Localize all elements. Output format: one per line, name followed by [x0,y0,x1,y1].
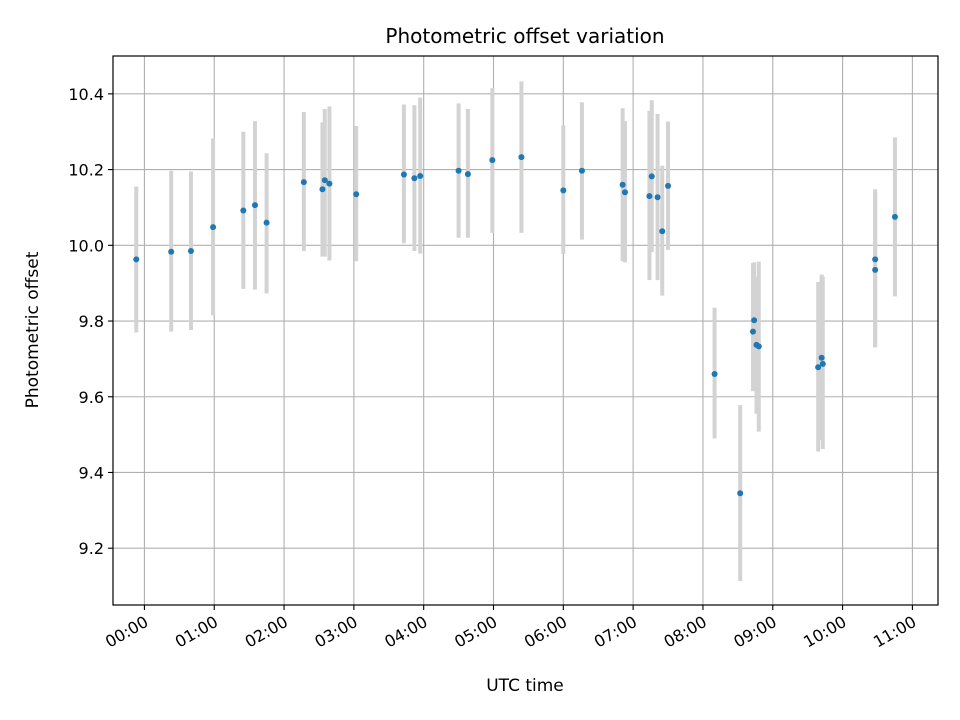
y-axis-ticks: 9.2 9.4 9.6 9.8 10.0 10.2 10.4 [68,85,113,558]
data-point [518,154,525,161]
data-point [300,179,307,186]
data-point [319,186,326,193]
data-point [489,157,496,164]
data-point [133,256,140,263]
data-point [646,193,653,200]
data-point [455,167,462,174]
chart-title: Photometric offset variation [385,24,664,48]
y-tick-label: 9.6 [79,388,104,407]
data-point [400,171,407,178]
data-point [621,189,628,196]
grid [113,56,938,605]
data-point [872,266,879,273]
y-tick-label: 9.8 [79,312,104,331]
data-point [819,360,826,367]
data-point [578,167,585,174]
data-point [818,354,825,361]
data-point [711,371,718,378]
data-point [648,173,655,180]
data-point [560,187,567,194]
data-point [411,175,418,182]
y-tick-label: 10.0 [68,236,104,255]
data-point [659,228,666,235]
data-point [187,247,194,254]
data-point [417,173,424,180]
y-tick-label: 10.4 [68,85,104,104]
data-point [737,490,744,497]
plot-frame [112,55,939,606]
y-tick-label: 9.2 [79,539,104,558]
y-tick-label: 10.2 [68,161,104,180]
x-axis-title: UTC time [486,676,564,696]
data-point [891,213,898,220]
data-point [263,219,270,226]
data-point [464,171,471,178]
data-point [815,364,822,371]
data-point [654,194,661,201]
data-points [133,154,898,497]
data-point [755,343,762,350]
data-point [240,207,247,214]
data-point [665,182,672,189]
y-tick-label: 9.4 [79,463,104,482]
y-axis-title: Photometric offset [23,251,43,408]
data-point [749,328,756,335]
data-point [168,248,175,255]
data-point [619,181,626,188]
data-point [353,191,360,198]
data-point [872,256,879,263]
data-point [321,177,328,184]
data-point [210,224,217,231]
data-point [251,202,258,209]
data-point [326,180,333,187]
data-point [751,317,758,324]
